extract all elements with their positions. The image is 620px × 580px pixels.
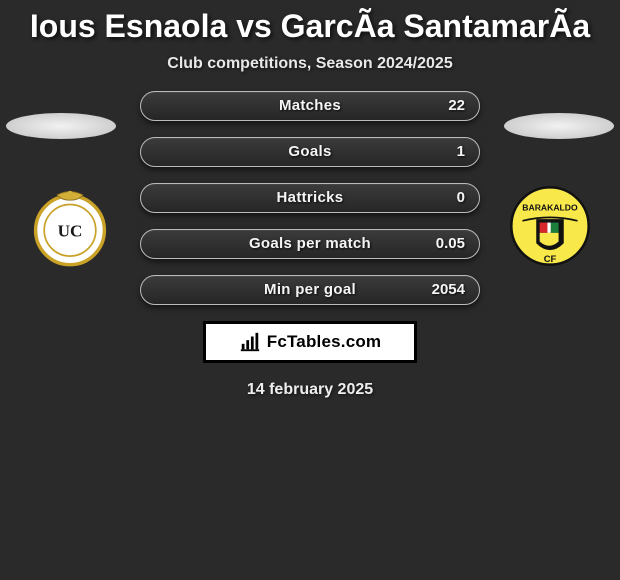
brand-box: FcTables.com [203, 321, 417, 363]
subtitle: Club competitions, Season 2024/2025 [0, 55, 620, 73]
team-logo-right: BARAKALDO CF [507, 183, 593, 269]
stat-label: Hattricks [141, 184, 479, 212]
player-left-oval [6, 113, 116, 139]
stat-value: 0 [457, 184, 465, 212]
stat-value: 1 [457, 138, 465, 166]
page-title: Ious Esnaola vs GarcÃ­a SantamarÃ­a [0, 0, 620, 45]
stat-row: Hattricks 0 [140, 183, 480, 213]
stat-row: Matches 22 [140, 91, 480, 121]
stats-rows: Matches 22 Goals 1 Hattricks 0 Goals per… [140, 91, 480, 305]
stat-label: Goals [141, 138, 479, 166]
club-crest-left-icon: UC [27, 183, 113, 269]
stat-value: 0.05 [436, 230, 465, 258]
comparison-stage: UC BARAKALDO CF Matches 22 Goals 1 Hattr… [0, 91, 620, 399]
svg-text:UC: UC [58, 221, 83, 240]
svg-text:CF: CF [544, 254, 557, 265]
stat-row: Min per goal 2054 [140, 275, 480, 305]
stat-row: Goals per match 0.05 [140, 229, 480, 259]
svg-text:BARAKALDO: BARAKALDO [522, 203, 578, 213]
stat-row: Goals 1 [140, 137, 480, 167]
stat-value: 2054 [432, 276, 465, 304]
team-logo-left: UC [27, 183, 113, 269]
date-text: 14 february 2025 [0, 381, 620, 399]
bar-chart-icon [239, 331, 261, 353]
stat-label: Goals per match [141, 230, 479, 258]
stat-label: Matches [141, 92, 479, 120]
stat-label: Min per goal [141, 276, 479, 304]
brand-text: FcTables.com [267, 332, 382, 352]
player-right-oval [504, 113, 614, 139]
stat-value: 22 [448, 92, 465, 120]
club-crest-right-icon: BARAKALDO CF [507, 183, 593, 269]
